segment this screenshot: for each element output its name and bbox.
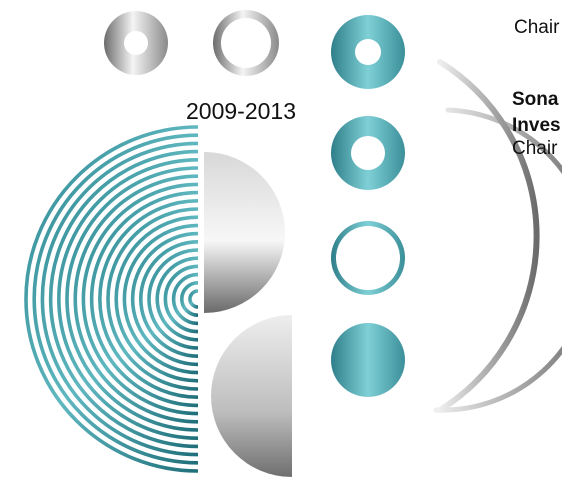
fan-ring xyxy=(40,141,199,457)
fan-ring xyxy=(32,133,199,465)
fan-ring xyxy=(139,240,199,358)
fan-ring xyxy=(171,272,199,326)
silver-ring-thin xyxy=(213,10,279,76)
fan-ring xyxy=(106,207,199,391)
teal-disc xyxy=(331,323,405,397)
silver-arc-inner xyxy=(433,107,562,413)
teal-ring-top xyxy=(331,15,405,89)
fan-ring xyxy=(180,281,199,317)
company-name-line-1: Sona xyxy=(512,89,559,110)
fan-ring xyxy=(130,231,199,367)
fan-ring xyxy=(89,190,199,408)
fan-ring xyxy=(57,158,199,440)
fan-ring xyxy=(163,264,199,334)
teal-ring-medium xyxy=(331,116,405,190)
silver-ring-thick xyxy=(104,11,168,75)
years-label: 2009-2013 xyxy=(186,98,296,124)
fan-ring xyxy=(65,166,199,432)
silver-half-disc-upper xyxy=(204,152,285,313)
fan-ring xyxy=(81,182,199,416)
fan-ring xyxy=(98,199,199,399)
fan-ring xyxy=(48,149,199,449)
silver-half-disc-lower xyxy=(211,315,292,477)
fan-ring xyxy=(188,289,199,309)
fan-ring xyxy=(73,174,199,424)
concentric-fan xyxy=(24,125,199,473)
role-chair-top: Chair xyxy=(514,17,560,38)
silver-arc-outer xyxy=(437,59,540,413)
fan-ring xyxy=(24,125,199,473)
teal-ring-outline xyxy=(331,221,405,295)
fan-ring xyxy=(122,223,199,375)
fan-ring xyxy=(147,248,199,350)
role-chair-bottom: Chair xyxy=(512,138,558,159)
company-name-line-2: Inves xyxy=(512,115,561,136)
fan-ring xyxy=(114,215,199,383)
fan-ring xyxy=(155,256,199,342)
